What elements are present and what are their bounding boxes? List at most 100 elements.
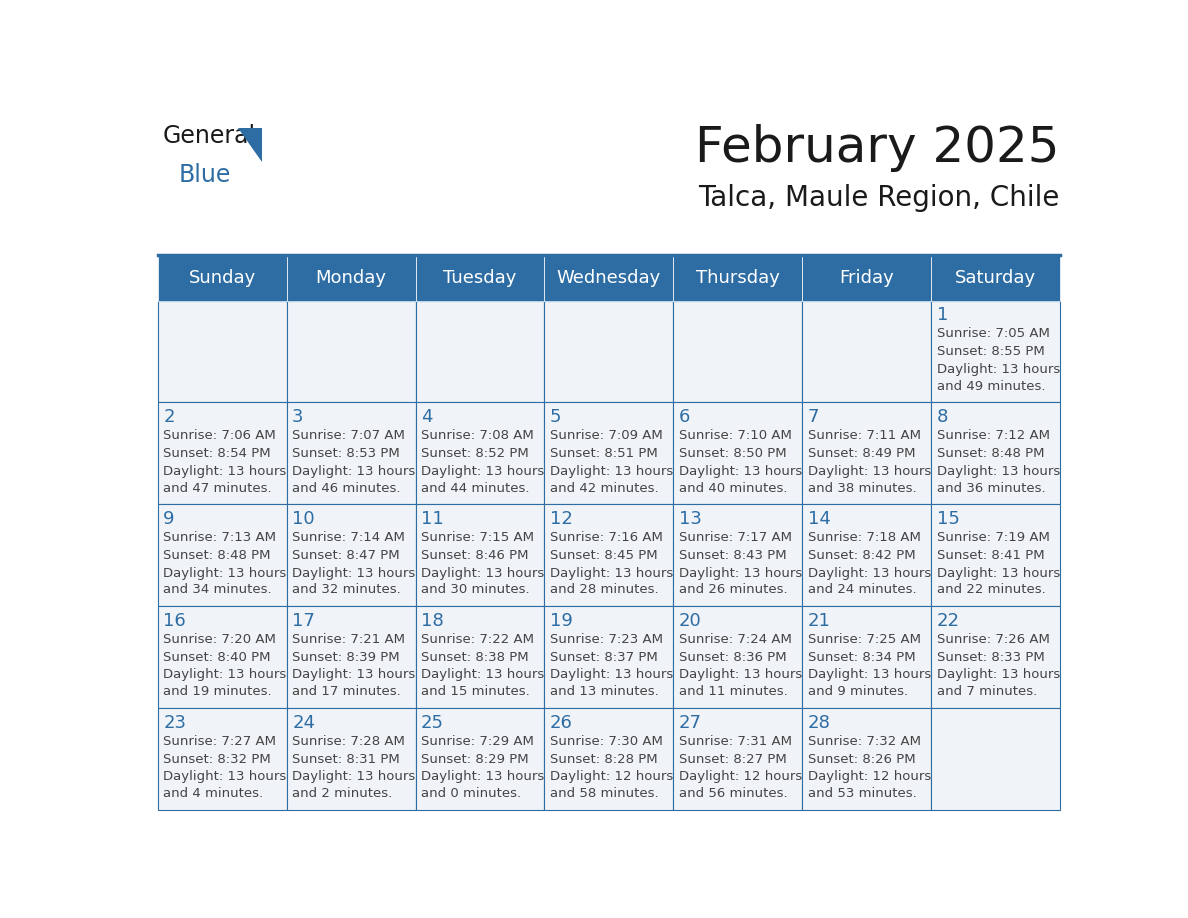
Bar bbox=[802, 402, 931, 504]
Text: Sunset: 8:53 PM: Sunset: 8:53 PM bbox=[292, 447, 400, 460]
Text: and 34 minutes.: and 34 minutes. bbox=[163, 584, 272, 597]
Bar bbox=[931, 504, 1060, 606]
Text: 27: 27 bbox=[678, 713, 702, 732]
Text: Sunrise: 7:27 AM: Sunrise: 7:27 AM bbox=[163, 735, 277, 748]
Text: Daylight: 12 hours: Daylight: 12 hours bbox=[550, 770, 674, 783]
Text: Sunset: 8:43 PM: Sunset: 8:43 PM bbox=[678, 549, 786, 562]
Text: 28: 28 bbox=[808, 713, 830, 732]
Text: Wednesday: Wednesday bbox=[557, 269, 661, 286]
Text: 18: 18 bbox=[421, 612, 444, 630]
Bar bbox=[674, 606, 802, 708]
Text: Sunset: 8:27 PM: Sunset: 8:27 PM bbox=[678, 753, 786, 766]
Text: and 11 minutes.: and 11 minutes. bbox=[678, 686, 788, 699]
Bar bbox=[158, 606, 286, 708]
Text: and 58 minutes.: and 58 minutes. bbox=[550, 788, 658, 800]
Text: Sunset: 8:32 PM: Sunset: 8:32 PM bbox=[163, 753, 271, 766]
Text: Sunrise: 7:12 AM: Sunrise: 7:12 AM bbox=[936, 430, 1050, 442]
Text: Sunset: 8:40 PM: Sunset: 8:40 PM bbox=[163, 651, 271, 664]
Text: and 38 minutes.: and 38 minutes. bbox=[808, 482, 916, 495]
Text: Daylight: 12 hours: Daylight: 12 hours bbox=[808, 770, 931, 783]
Text: Daylight: 13 hours: Daylight: 13 hours bbox=[163, 465, 286, 477]
Text: Sunrise: 7:06 AM: Sunrise: 7:06 AM bbox=[163, 430, 276, 442]
Bar bbox=[802, 708, 931, 810]
Text: and 40 minutes.: and 40 minutes. bbox=[678, 482, 788, 495]
Text: Daylight: 13 hours: Daylight: 13 hours bbox=[292, 668, 416, 681]
Text: Sunrise: 7:24 AM: Sunrise: 7:24 AM bbox=[678, 633, 791, 646]
Text: Daylight: 12 hours: Daylight: 12 hours bbox=[678, 770, 802, 783]
Text: Sunrise: 7:31 AM: Sunrise: 7:31 AM bbox=[678, 735, 792, 748]
Text: Daylight: 13 hours: Daylight: 13 hours bbox=[936, 465, 1060, 477]
Bar bbox=[931, 708, 1060, 810]
Text: Daylight: 13 hours: Daylight: 13 hours bbox=[550, 465, 674, 477]
Text: Sunrise: 7:21 AM: Sunrise: 7:21 AM bbox=[292, 633, 405, 646]
Text: 2: 2 bbox=[163, 409, 175, 426]
Text: General: General bbox=[163, 124, 255, 149]
Text: Daylight: 13 hours: Daylight: 13 hours bbox=[421, 770, 544, 783]
Text: and 42 minutes.: and 42 minutes. bbox=[550, 482, 658, 495]
Text: Sunday: Sunday bbox=[189, 269, 255, 286]
Text: and 26 minutes.: and 26 minutes. bbox=[678, 584, 788, 597]
Bar bbox=[802, 504, 931, 606]
Text: Sunset: 8:42 PM: Sunset: 8:42 PM bbox=[808, 549, 915, 562]
Text: Daylight: 13 hours: Daylight: 13 hours bbox=[936, 363, 1060, 375]
Text: Daylight: 13 hours: Daylight: 13 hours bbox=[421, 566, 544, 579]
Text: 22: 22 bbox=[936, 612, 960, 630]
Text: and 28 minutes.: and 28 minutes. bbox=[550, 584, 658, 597]
Text: Sunset: 8:26 PM: Sunset: 8:26 PM bbox=[808, 753, 915, 766]
Text: Sunrise: 7:17 AM: Sunrise: 7:17 AM bbox=[678, 532, 792, 544]
Text: Sunset: 8:45 PM: Sunset: 8:45 PM bbox=[550, 549, 657, 562]
Bar bbox=[416, 606, 544, 708]
Text: Daylight: 13 hours: Daylight: 13 hours bbox=[163, 770, 286, 783]
Text: 11: 11 bbox=[421, 510, 444, 528]
Text: Sunset: 8:48 PM: Sunset: 8:48 PM bbox=[936, 447, 1044, 460]
Text: Tuesday: Tuesday bbox=[443, 269, 517, 286]
Text: 12: 12 bbox=[550, 510, 573, 528]
Text: Sunset: 8:39 PM: Sunset: 8:39 PM bbox=[292, 651, 399, 664]
Text: and 9 minutes.: and 9 minutes. bbox=[808, 686, 908, 699]
Text: Sunrise: 7:19 AM: Sunrise: 7:19 AM bbox=[936, 532, 1049, 544]
Text: Daylight: 13 hours: Daylight: 13 hours bbox=[292, 770, 416, 783]
Text: Sunrise: 7:29 AM: Sunrise: 7:29 AM bbox=[421, 735, 533, 748]
Bar bbox=[286, 606, 416, 708]
Text: Sunset: 8:52 PM: Sunset: 8:52 PM bbox=[421, 447, 529, 460]
Text: and 46 minutes.: and 46 minutes. bbox=[292, 482, 400, 495]
Bar bbox=[931, 606, 1060, 708]
Text: Sunrise: 7:09 AM: Sunrise: 7:09 AM bbox=[550, 430, 663, 442]
Bar bbox=[416, 255, 544, 300]
Text: Sunset: 8:50 PM: Sunset: 8:50 PM bbox=[678, 447, 786, 460]
Bar bbox=[674, 504, 802, 606]
Bar bbox=[931, 300, 1060, 402]
Bar bbox=[158, 402, 286, 504]
Text: 10: 10 bbox=[292, 510, 315, 528]
Text: 25: 25 bbox=[421, 713, 444, 732]
Text: and 2 minutes.: and 2 minutes. bbox=[292, 788, 392, 800]
Text: Daylight: 13 hours: Daylight: 13 hours bbox=[678, 668, 802, 681]
Text: and 17 minutes.: and 17 minutes. bbox=[292, 686, 400, 699]
Text: 17: 17 bbox=[292, 612, 315, 630]
Text: Daylight: 13 hours: Daylight: 13 hours bbox=[678, 465, 802, 477]
Text: Daylight: 13 hours: Daylight: 13 hours bbox=[808, 465, 931, 477]
Text: Sunrise: 7:16 AM: Sunrise: 7:16 AM bbox=[550, 532, 663, 544]
Text: 7: 7 bbox=[808, 409, 820, 426]
Text: Sunset: 8:29 PM: Sunset: 8:29 PM bbox=[421, 753, 529, 766]
Text: 23: 23 bbox=[163, 713, 187, 732]
Text: and 22 minutes.: and 22 minutes. bbox=[936, 584, 1045, 597]
Bar bbox=[674, 402, 802, 504]
Bar bbox=[416, 708, 544, 810]
Bar bbox=[674, 255, 802, 300]
Text: and 36 minutes.: and 36 minutes. bbox=[936, 482, 1045, 495]
Bar bbox=[158, 255, 286, 300]
Text: Sunrise: 7:28 AM: Sunrise: 7:28 AM bbox=[292, 735, 405, 748]
Text: and 24 minutes.: and 24 minutes. bbox=[808, 584, 916, 597]
Text: Sunrise: 7:26 AM: Sunrise: 7:26 AM bbox=[936, 633, 1049, 646]
Bar bbox=[544, 255, 674, 300]
Text: Thursday: Thursday bbox=[696, 269, 779, 286]
Text: 3: 3 bbox=[292, 409, 304, 426]
Text: February 2025: February 2025 bbox=[695, 124, 1060, 173]
Text: and 56 minutes.: and 56 minutes. bbox=[678, 788, 788, 800]
Text: 9: 9 bbox=[163, 510, 175, 528]
Text: Friday: Friday bbox=[839, 269, 895, 286]
Text: Sunset: 8:37 PM: Sunset: 8:37 PM bbox=[550, 651, 658, 664]
Bar bbox=[802, 606, 931, 708]
Bar bbox=[544, 606, 674, 708]
